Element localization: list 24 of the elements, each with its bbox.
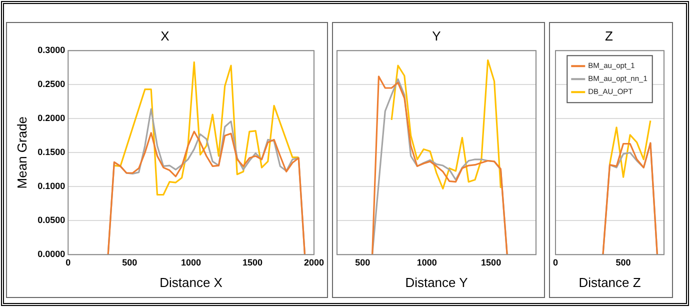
chart-title: X	[160, 28, 170, 44]
x-tick-label: 500	[122, 257, 138, 268]
x-tick-label: 0	[552, 257, 558, 268]
chart-title: Y	[432, 28, 442, 44]
x-tick-label: 1500	[242, 257, 263, 268]
x-tick-label: 500	[616, 257, 631, 268]
y-tick-label: 0.1000	[38, 181, 66, 192]
x-tick-label: 0	[66, 257, 71, 268]
x-axis-title: Distance X	[160, 274, 223, 290]
y-tick-label: 0.2000	[38, 113, 66, 124]
chart-title: Z	[605, 28, 614, 44]
x-axis-title: Distance Z	[578, 274, 641, 290]
y-tick-label: 0.1500	[38, 147, 66, 158]
y-tick-label: 0.2500	[38, 79, 66, 90]
y-axis-title: Mean Grade	[14, 116, 30, 189]
x-tick-label: 2000	[304, 257, 324, 268]
x-tick-label: 1000	[181, 257, 202, 268]
x-axis-title: Distance Y	[405, 274, 468, 290]
y-tick-label: 0.3000	[38, 45, 66, 56]
x-tick-label: 1500	[481, 257, 502, 268]
x-tick-label: 500	[355, 257, 370, 268]
y-tick-label: 0.0000	[38, 249, 66, 260]
y-tick-label: 0.0500	[38, 215, 66, 226]
x-tick-label: 1000	[416, 257, 437, 268]
